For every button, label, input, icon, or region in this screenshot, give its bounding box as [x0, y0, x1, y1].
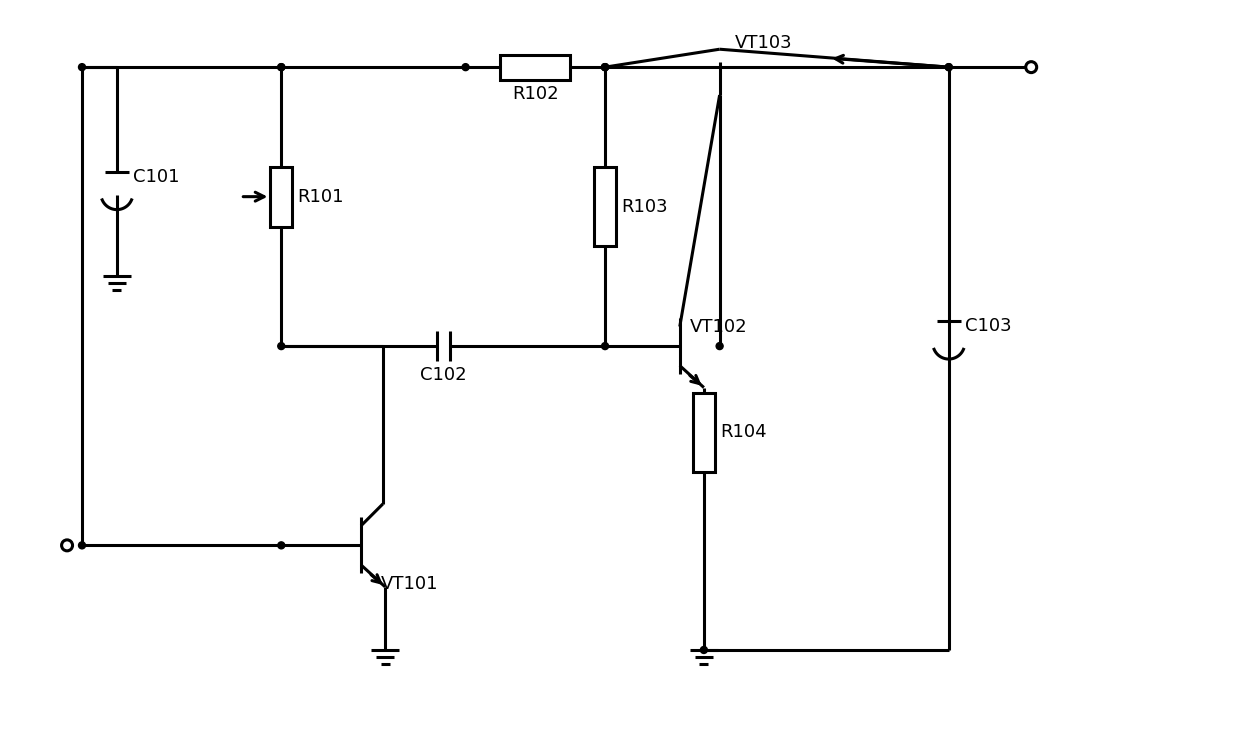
Circle shape [945, 63, 952, 71]
Circle shape [601, 63, 609, 71]
Circle shape [78, 63, 86, 71]
Bar [270, 167, 293, 227]
Circle shape [945, 63, 952, 71]
Text: R104: R104 [720, 424, 766, 442]
Circle shape [278, 63, 285, 71]
Circle shape [278, 342, 285, 350]
Text: C102: C102 [420, 366, 466, 384]
Text: R103: R103 [621, 198, 667, 216]
Circle shape [601, 342, 609, 350]
Text: VT101: VT101 [381, 575, 439, 593]
Circle shape [717, 342, 723, 350]
Circle shape [601, 63, 609, 71]
Bar [594, 167, 616, 246]
Circle shape [278, 542, 285, 549]
Text: VT102: VT102 [689, 318, 748, 336]
Circle shape [701, 647, 707, 653]
Circle shape [278, 63, 285, 71]
Circle shape [1025, 62, 1037, 72]
Text: C101: C101 [133, 168, 180, 186]
Bar [501, 54, 570, 80]
Text: C103: C103 [965, 317, 1012, 335]
Circle shape [62, 540, 73, 551]
Circle shape [463, 63, 469, 71]
Text: R102: R102 [512, 84, 559, 103]
Bar [693, 392, 714, 472]
Text: VT103: VT103 [734, 34, 792, 52]
Text: R101: R101 [298, 188, 343, 206]
Circle shape [601, 63, 609, 71]
Circle shape [78, 542, 86, 549]
